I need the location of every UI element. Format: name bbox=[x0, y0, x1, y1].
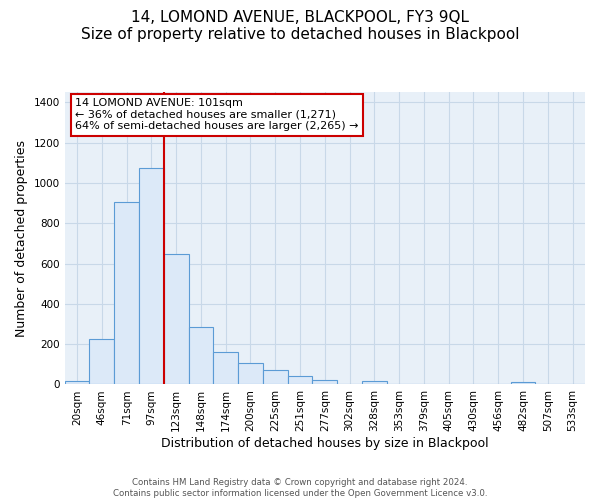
Y-axis label: Number of detached properties: Number of detached properties bbox=[15, 140, 28, 337]
Bar bbox=[214, 352, 238, 384]
Bar bbox=[114, 202, 139, 384]
Text: 14, LOMOND AVENUE, BLACKPOOL, FY3 9QL
Size of property relative to detached hous: 14, LOMOND AVENUE, BLACKPOOL, FY3 9QL Si… bbox=[81, 10, 519, 42]
Bar bbox=[263, 370, 287, 384]
Bar bbox=[139, 168, 164, 384]
Bar bbox=[287, 376, 313, 384]
Bar bbox=[313, 380, 337, 384]
Bar bbox=[188, 326, 214, 384]
Bar bbox=[89, 338, 114, 384]
X-axis label: Distribution of detached houses by size in Blackpool: Distribution of detached houses by size … bbox=[161, 437, 488, 450]
Bar bbox=[65, 382, 89, 384]
Text: Contains HM Land Registry data © Crown copyright and database right 2024.
Contai: Contains HM Land Registry data © Crown c… bbox=[113, 478, 487, 498]
Bar bbox=[238, 363, 263, 384]
Bar bbox=[164, 254, 188, 384]
Bar bbox=[511, 382, 535, 384]
Text: 14 LOMOND AVENUE: 101sqm
← 36% of detached houses are smaller (1,271)
64% of sem: 14 LOMOND AVENUE: 101sqm ← 36% of detach… bbox=[75, 98, 359, 132]
Bar bbox=[362, 381, 387, 384]
